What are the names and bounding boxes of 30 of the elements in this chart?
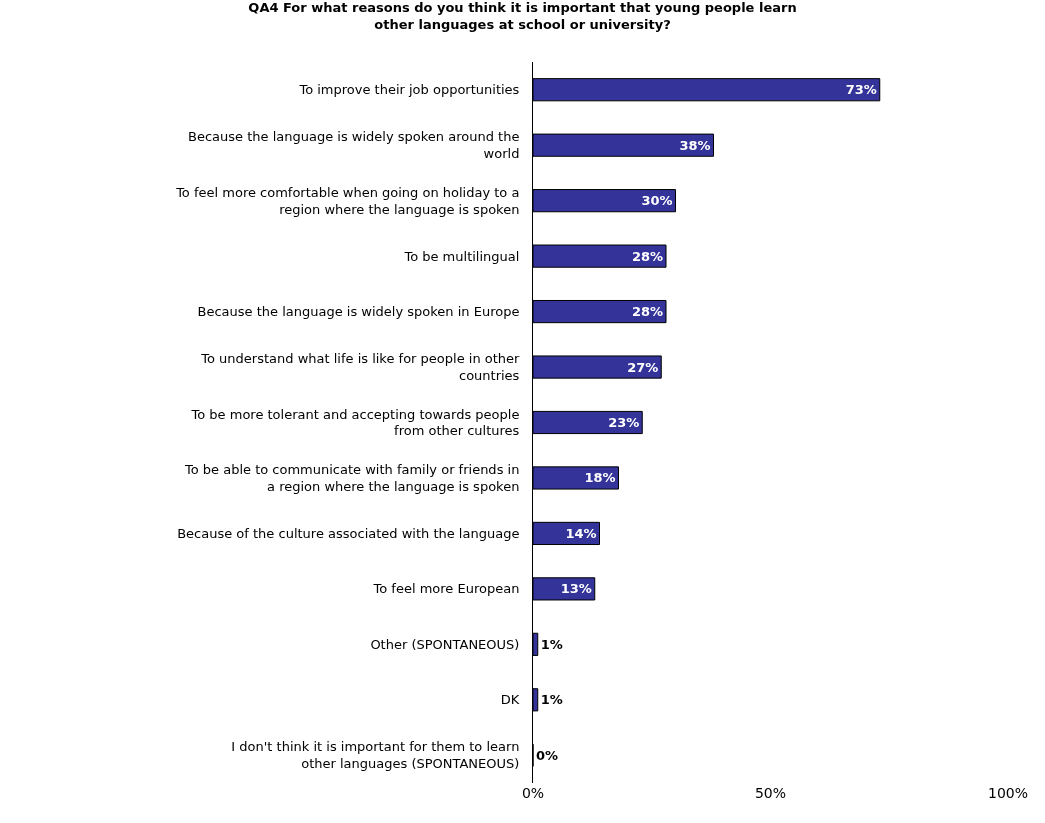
chart-title: QA4 For what reasons do you think it is important that young people learn other languages at school or university? xyxy=(248,0,797,33)
data-label: 18% xyxy=(584,470,616,486)
y-tick-label: To be able to communicate with family or friends in a region where the language is spoken xyxy=(184,462,520,494)
y-tick-label: I don't think it is important for them to learn other languages (SPONTANEOUS) xyxy=(231,739,520,772)
data-label: 38% xyxy=(679,137,711,153)
data-label: 1% xyxy=(540,692,563,708)
data-label: 73% xyxy=(845,82,877,98)
y-tick-label: To be more tolerant and accepting towards people from other cultures xyxy=(190,406,520,439)
y-tick-label: Because the language is widely spoken in Europe xyxy=(197,304,520,320)
data-label: 27% xyxy=(627,359,659,375)
data-label: 1% xyxy=(540,636,563,652)
y-tick-label: To feel more European xyxy=(372,581,520,597)
x-tick-label: 50% xyxy=(754,785,787,801)
y-tick-label: To feel more comfortable when going on holiday to a region where the language is spoken xyxy=(175,184,520,217)
data-label: 13% xyxy=(560,581,592,597)
data-label: 28% xyxy=(631,248,663,264)
y-tick-label: To understand what life is like for people in other countries xyxy=(200,351,521,384)
y-tick-label: DK xyxy=(500,692,520,708)
y-tick-label: Because the language is widely spoken around the world xyxy=(188,129,520,162)
x-tick-label: 0% xyxy=(521,785,545,801)
data-label: 23% xyxy=(608,415,640,430)
data-label: 0% xyxy=(536,747,559,763)
x-tick-label: 100% xyxy=(987,785,1029,801)
y-tick-label: Because of the culture associated with the language xyxy=(177,525,520,541)
y-tick-label: To improve their job opportunities xyxy=(298,82,520,98)
y-tick-label: Other (SPONTANEOUS) xyxy=(370,636,520,652)
y-tick-label: To be multilingual xyxy=(403,248,520,264)
data-label: 28% xyxy=(631,304,663,320)
data-label: 30% xyxy=(641,193,673,209)
data-label: 14% xyxy=(565,525,597,541)
